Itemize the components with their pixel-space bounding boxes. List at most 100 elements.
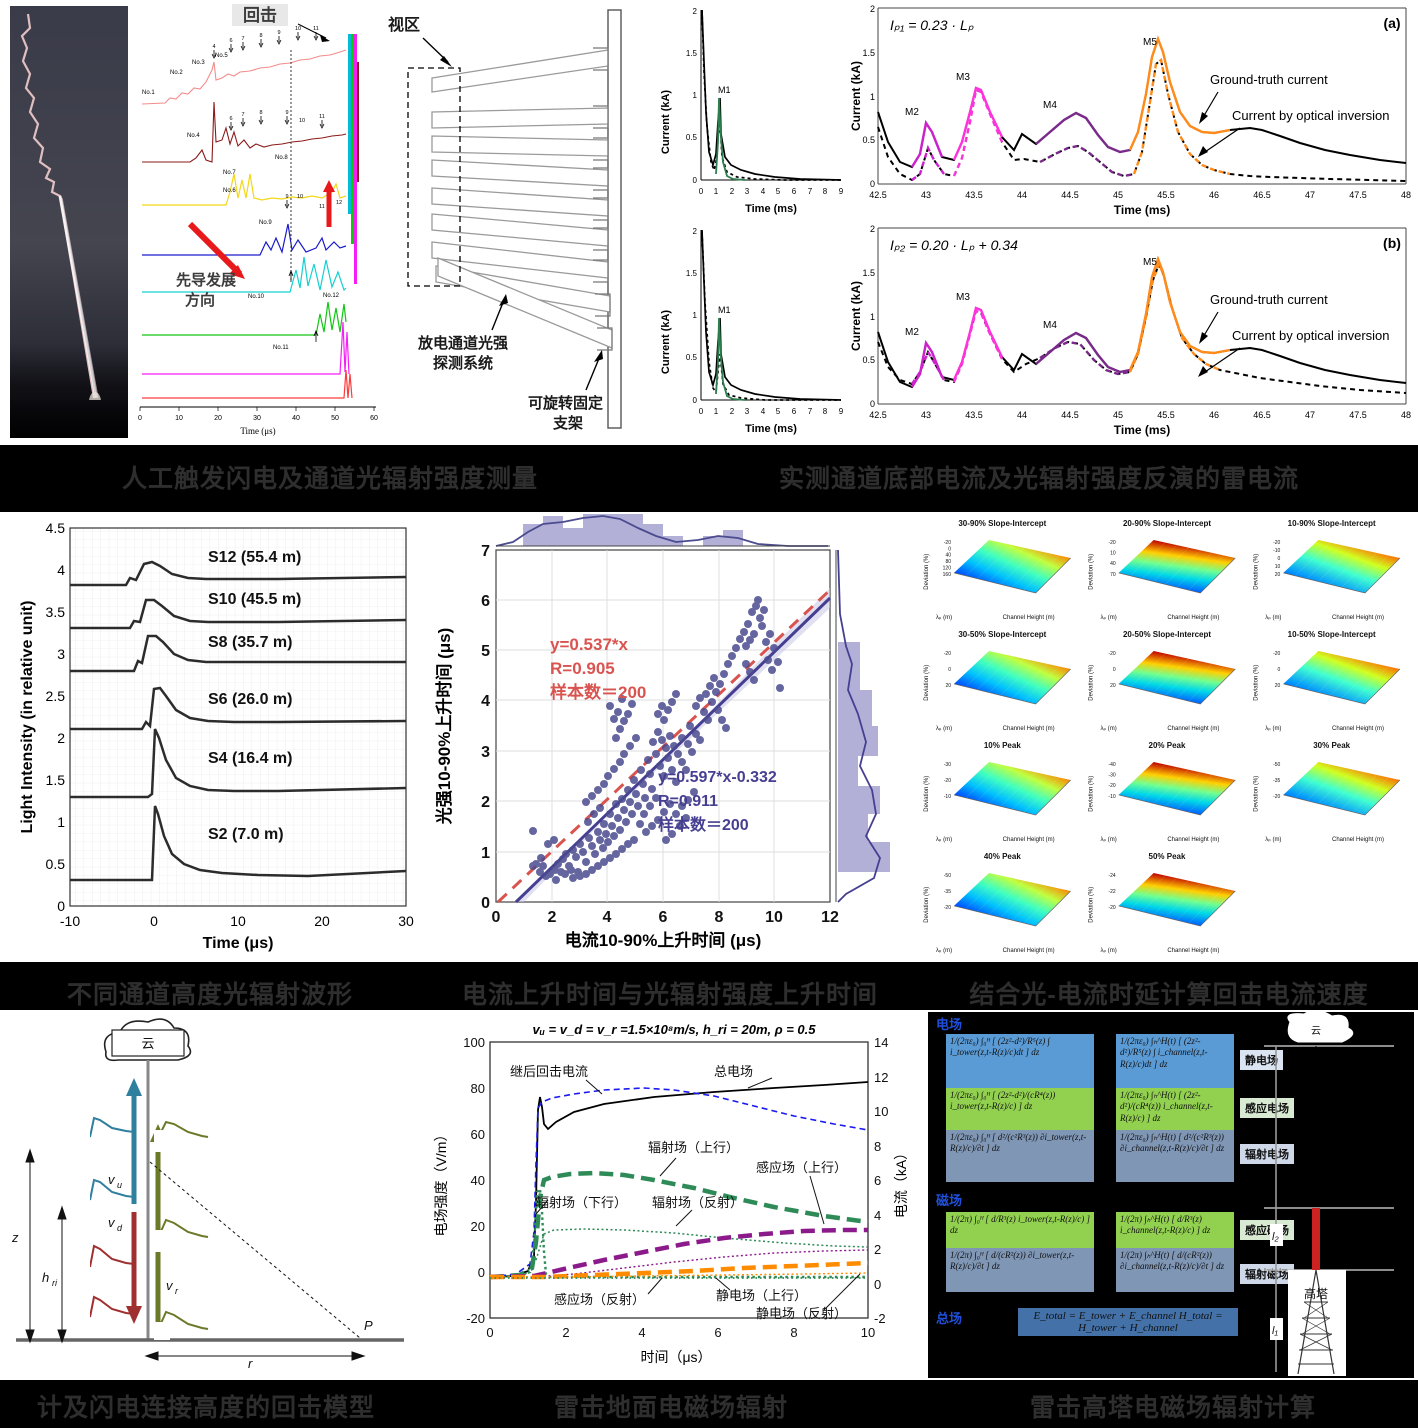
- svg-text:辐射场（下行）: 辐射场（下行）: [536, 1195, 627, 1210]
- svg-text:5: 5: [481, 643, 490, 660]
- z-axis-label: Deviation (%): [1089, 776, 1095, 812]
- right-marginal-histogram: [835, 549, 890, 903]
- trace-S2: [70, 805, 407, 882]
- svg-text:l₂: l₂: [1272, 1231, 1279, 1243]
- svg-text:45: 45: [1113, 410, 1123, 420]
- x-axis-label: Channel Height (m): [1003, 726, 1055, 732]
- svg-text:46.5: 46.5: [1253, 410, 1271, 420]
- surface-subplot: 40% Peak -50 -35 -20 Channel Height (m) λₚ (m…: [924, 852, 1071, 954]
- em-field-chart: vᵤ = v_d = v_r =1.5×10⁸m/s, h_ri = 20m, …: [424, 1012, 918, 1378]
- svg-text:46: 46: [1209, 190, 1219, 200]
- current-chart-m1-b: 2 1.5 1 0.5 0 0 1 2 3 4 5 6 7 8 9 Time (ms) Curre…: [655, 222, 850, 440]
- y-axis-label: λₚ (m): [1265, 615, 1281, 621]
- svg-text:20: 20: [314, 913, 330, 929]
- svg-text:0: 0: [492, 909, 501, 926]
- pulse-number-labels: 4 6 7 8 9 10 11 6 7 8 9 10 11 9 10 11 12: [212, 26, 342, 210]
- svg-text:2: 2: [874, 1242, 881, 1257]
- svg-text:42.5: 42.5: [869, 190, 887, 200]
- svg-text:1: 1: [57, 814, 65, 830]
- svg-text:M3: M3: [956, 72, 970, 83]
- optical-detection-system-diagram: 视区 放电通道光强 探测系统 可旋转固定 支架: [380, 0, 655, 440]
- m2-overlay-truth: [910, 119, 944, 168]
- svg-text:10: 10: [299, 118, 305, 124]
- svg-text:1.5: 1.5: [862, 48, 875, 58]
- x-axis-label: Channel Height (m): [1003, 837, 1055, 843]
- svg-text:3: 3: [481, 744, 490, 761]
- svg-text:1: 1: [714, 407, 719, 416]
- z-axis-label: Deviation (%): [1253, 776, 1259, 812]
- eq-channel-electrostatic: 1/(2πε₀) ∫ₕ^H(t) [ (2z²-d²)/R⁵(z) ∫ i_ch…: [1116, 1034, 1234, 1088]
- m3-overlay-inv: [952, 88, 1004, 177]
- svg-text:No.4: No.4: [187, 133, 200, 139]
- electrostatic-field-up: [490, 1260, 869, 1280]
- trace-6: [142, 301, 347, 336]
- svg-text:M3: M3: [956, 292, 970, 303]
- surface-subplot: 10-90% Slope-Intercept -20 -10 0 10 20 Channel…: [1253, 519, 1401, 621]
- svg-text:0: 0: [870, 399, 875, 409]
- m5-overlay-inv: [1132, 57, 1231, 176]
- z-tick: 20: [1275, 683, 1281, 689]
- caption-r2c1: 不同通道高度光辐射波形: [66, 981, 353, 1009]
- svg-text:探测系统: 探测系统: [433, 354, 493, 372]
- svg-text:1: 1: [693, 91, 698, 100]
- y-axis-ticks: 2 1.5 1 0.5 0: [686, 7, 698, 185]
- svg-text:2: 2: [548, 909, 557, 926]
- svg-text:1: 1: [870, 92, 875, 102]
- tower-channel-segment: [1312, 1208, 1320, 1270]
- svg-text:6: 6: [229, 116, 232, 122]
- svg-text:60: 60: [370, 415, 378, 422]
- trace-5: [142, 256, 347, 293]
- svg-text:8: 8: [790, 1325, 797, 1340]
- radiation-field-reflected: [489, 1228, 869, 1278]
- x-axis-ticks: 0 2 4 6 8 10: [486, 1325, 875, 1340]
- m1-label: M1: [718, 85, 731, 95]
- z-tick: 20: [1275, 572, 1281, 578]
- svg-text:0.5: 0.5: [686, 353, 698, 362]
- z-tick: -10: [1108, 794, 1115, 800]
- m4-overlay-truth: [1035, 111, 1131, 154]
- svg-text:M2: M2: [905, 327, 919, 338]
- svg-text:No.3: No.3: [192, 60, 205, 66]
- x-axis-label: Channel Height (m): [1003, 615, 1055, 621]
- svg-text:v: v: [166, 1278, 174, 1293]
- multichannel-optical-chart: 0 10 20 30 40 50 60 Time (μs): [130, 2, 380, 442]
- z-axis-label: Deviation (%): [924, 776, 930, 812]
- svg-text:可旋转固定: 可旋转固定: [528, 394, 603, 412]
- sensor-bars: [431, 49, 613, 349]
- m4-overlay-inv: [1039, 144, 1135, 178]
- z-tick: 160: [943, 572, 952, 578]
- subplot-title: 10% Peak: [984, 741, 1021, 750]
- z-tick: -22: [1108, 889, 1115, 895]
- svg-text:样本数＝200: 样本数＝200: [658, 815, 749, 834]
- svg-text:v: v: [108, 1215, 116, 1230]
- svg-text:6: 6: [229, 38, 232, 44]
- svg-text:44.5: 44.5: [1061, 190, 1079, 200]
- z-tick: 40: [1110, 561, 1116, 567]
- z-tick: 0: [948, 667, 951, 673]
- m1-label: M1: [718, 305, 731, 315]
- svg-text:10: 10: [861, 1325, 875, 1340]
- z-axis-label: Deviation (%): [924, 665, 930, 701]
- z-tick: 120: [943, 565, 952, 571]
- svg-text:No.9: No.9: [259, 220, 272, 226]
- svg-text:3: 3: [745, 187, 750, 196]
- x-axis-label: Channel Height (m): [1167, 948, 1219, 954]
- svg-text:0: 0: [874, 1277, 881, 1292]
- trace-S10: [70, 598, 407, 630]
- svg-text:45.5: 45.5: [1157, 410, 1175, 420]
- inverted-curve: [701, 9, 841, 181]
- svg-text:7: 7: [808, 187, 813, 196]
- y-axis-label-right: 电流（kA）: [893, 1146, 909, 1218]
- bar-connectors: [593, 47, 613, 351]
- svg-text:z: z: [11, 1230, 19, 1245]
- velocity-surface-grid: 30-90% Slope-Intercept -20 0 40 80 120 160 Chan…: [920, 514, 1414, 958]
- svg-text:11: 11: [319, 114, 325, 120]
- svg-text:总电场: 总电场: [714, 1064, 753, 1079]
- svg-text:r: r: [175, 1286, 179, 1296]
- x-axis-label: Time (ms): [1114, 423, 1170, 437]
- svg-text:1: 1: [693, 311, 698, 320]
- z-tick: -20: [944, 651, 951, 657]
- section-label-efield: 电场: [936, 1017, 963, 1032]
- z-tick: -50: [944, 873, 951, 879]
- leader-direction-arrow: [187, 221, 245, 279]
